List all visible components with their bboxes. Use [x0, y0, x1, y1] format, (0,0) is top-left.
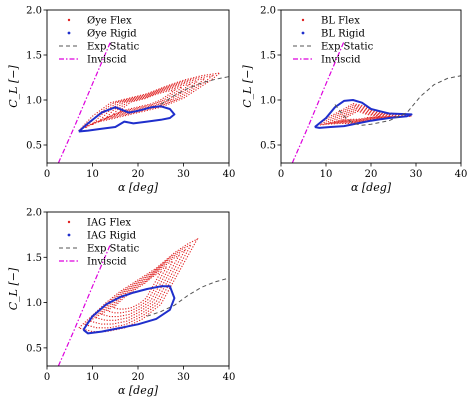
series-iag-flex-loop-1: [77, 237, 199, 333]
y-tick-label: 2.0: [26, 6, 42, 17]
subplot-3: 0 10 20 30 40 0.5 1.0 1.5 2.0 α [deg] C_L [−] IAG F…: [7, 208, 235, 398]
x-tick-label: 0: [44, 169, 50, 180]
series-bl-flex-loop-6: [338, 109, 386, 122]
legend-label-iag-rigid: IAG Rigid: [87, 231, 137, 242]
y-tick-label: 1.0: [26, 298, 42, 309]
x-tick-label: 10: [320, 169, 333, 180]
plot-area: [291, 41, 461, 163]
series-exp-static: [146, 277, 229, 317]
x-tick-label: 0: [44, 372, 50, 383]
series--ye-flex-loop-7: [117, 89, 177, 114]
series--ye-flex-loop-6: [111, 86, 185, 117]
legend: Øye Flex Øye Rigid Exp Static Inviscid: [59, 16, 140, 66]
legend-label-inviscid: Inviscid: [321, 55, 361, 66]
x-tick-label: 30: [177, 372, 190, 383]
series-bl-rigid: [314, 99, 413, 129]
x-tick-label: 20: [132, 372, 145, 383]
legend-label-bl-flex: BL Flex: [321, 16, 360, 27]
y-tick-label: 1.5: [260, 51, 276, 62]
x-axis-label: α [deg]: [118, 181, 159, 194]
series-bl-flex-loop-1: [316, 103, 412, 126]
series-iag-flex-loop-5: [100, 259, 175, 318]
x-tick-label: 20: [132, 169, 145, 180]
y-tick-label: 0.5: [260, 141, 276, 152]
series--ye-rigid: [78, 105, 176, 133]
axes-frame: [46, 211, 230, 367]
subplot-2: 0 10 20 30 40 0.5 1.0 1.5 2.0 α [deg] C_L [−] BL Fl…: [241, 6, 467, 195]
x-tick-label: 30: [410, 169, 423, 180]
series-inviscid: [57, 243, 112, 366]
legend-marker-bl-rigid: [301, 31, 305, 35]
subplot-1: 0 10 20 30 40 0.5 1.0 1.5 2.0 α [deg] C_L [−] Øye F…: [7, 6, 235, 195]
x-tick-label: 30: [177, 169, 190, 180]
series--ye-flex-loop-2: [85, 75, 215, 129]
y-tick-label: 1.5: [26, 51, 42, 62]
series-inviscid: [291, 41, 345, 163]
legend-marker-iag-flex: [67, 220, 71, 224]
y-axis-label: C_L [−]: [7, 267, 20, 310]
y-tick-label: 1.0: [26, 96, 42, 107]
series-bl-flex-loop-2: [320, 104, 407, 125]
y-tick-label: 0.5: [26, 141, 42, 152]
y-tick-label: 2.0: [26, 208, 42, 219]
series-iag-flex-loop-4: [94, 254, 181, 321]
x-axis-label: α [deg]: [118, 384, 159, 397]
legend-label--ye-rigid: Øye Rigid: [87, 29, 137, 40]
x-tick-label: 40: [223, 372, 236, 383]
legend-label-inviscid: Inviscid: [87, 257, 127, 268]
legend-label-exp-static: Exp Static: [321, 42, 374, 53]
series-exp-static: [334, 75, 461, 126]
x-tick-label: 20: [365, 169, 378, 180]
legend-label--ye-flex: Øye Flex: [87, 16, 132, 27]
series-inviscid: [57, 41, 112, 163]
y-tick-label: 0.5: [26, 343, 42, 354]
series-iag-flex-loop-3: [89, 248, 187, 325]
legend-marker-bl-flex: [301, 18, 305, 22]
legend: IAG Flex IAG Rigid Exp Static Inviscid: [59, 218, 140, 268]
y-axis-label: C_L [−]: [7, 65, 20, 108]
series--ye-flex-loop-5: [104, 83, 192, 120]
legend-label-inviscid: Inviscid: [87, 55, 127, 66]
y-axis-label: C_L [−]: [241, 65, 254, 108]
x-tick-label: 40: [455, 169, 468, 180]
x-tick-label: 0: [278, 169, 284, 180]
series-bl-flex-loop-7: [342, 110, 381, 121]
y-tick-label: 1.0: [260, 96, 276, 107]
axes-frame: [280, 9, 462, 164]
series-iag-rigid: [82, 285, 176, 335]
legend-marker-iag-rigid: [67, 233, 71, 237]
legend-marker--ye-rigid: [67, 31, 71, 35]
plot-area: [57, 237, 229, 366]
legend-label-iag-flex: IAG Flex: [87, 218, 131, 229]
x-axis-label: α [deg]: [351, 181, 392, 194]
axes-frame: [46, 9, 230, 164]
series-bl-flex-loop-4: [329, 106, 397, 124]
x-tick-label: 10: [86, 169, 99, 180]
legend-marker--ye-flex: [67, 18, 71, 22]
legend-label-exp-static: Exp Static: [87, 42, 140, 53]
legend-label-exp-static: Exp Static: [87, 244, 140, 255]
x-tick-label: 10: [86, 372, 99, 383]
legend-label-bl-rigid: BL Rigid: [321, 29, 365, 40]
x-tick-label: 40: [223, 169, 236, 180]
legend: BL Flex BL Rigid Exp Static Inviscid: [293, 16, 374, 66]
plot-area: [57, 41, 229, 163]
series-iag-flex-loop-7: [112, 270, 163, 310]
y-tick-label: 1.5: [26, 253, 42, 264]
y-tick-label: 2.0: [260, 6, 276, 17]
